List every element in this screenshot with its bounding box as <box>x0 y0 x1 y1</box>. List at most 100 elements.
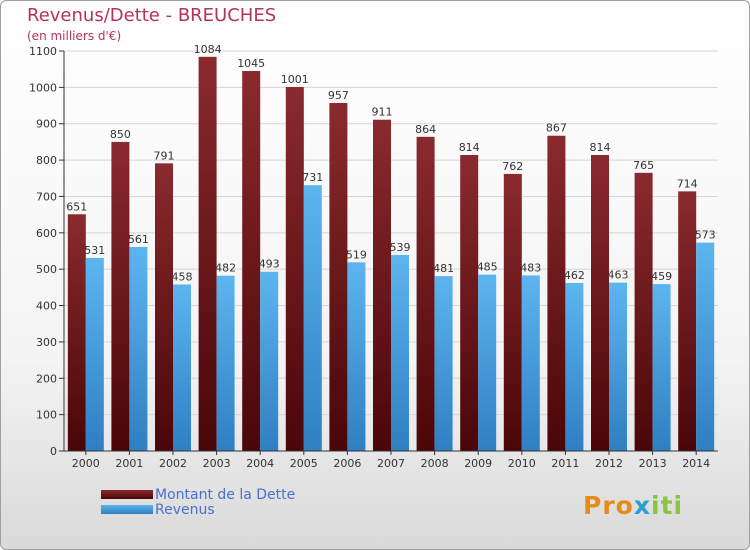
y-tick-label: 200 <box>36 372 57 385</box>
data-label: 463 <box>608 269 629 282</box>
data-label: 762 <box>502 160 523 173</box>
logo-letter: r <box>602 491 616 520</box>
x-tick-label: 2008 <box>421 457 449 470</box>
chart-title: Revenus/Dette - BREUCHES <box>27 5 277 26</box>
data-label: 651 <box>66 200 87 213</box>
y-tick-label: 600 <box>36 227 57 240</box>
data-label: 481 <box>433 262 454 275</box>
data-labels: 651 531 850 561 791 458 1084 482 1045 493 1001 731 9… <box>66 43 715 284</box>
y-tick-label: 100 <box>36 409 57 422</box>
bar-debt <box>416 136 435 451</box>
bar-debt <box>329 103 348 451</box>
data-label: 850 <box>110 128 131 141</box>
y-tick-label: 900 <box>36 118 57 131</box>
data-label: 911 <box>372 106 393 119</box>
legend-label-debt: Montant de la Dette <box>155 486 296 503</box>
data-label: 1084 <box>194 43 222 56</box>
bar-revenue <box>652 284 671 451</box>
data-label: 485 <box>477 261 498 274</box>
bar-revenue <box>173 284 191 451</box>
data-label: 561 <box>128 233 149 246</box>
data-label: 573 <box>695 229 716 242</box>
data-label: 1045 <box>237 57 265 70</box>
data-label: 714 <box>677 177 698 190</box>
bar-revenue <box>391 255 409 451</box>
logo-letter: i <box>651 491 661 520</box>
bar-revenue <box>347 262 366 451</box>
data-label: 519 <box>346 248 367 261</box>
logo-letter: t <box>660 491 674 520</box>
bar-debt <box>111 141 130 451</box>
data-label: 1001 <box>281 73 309 86</box>
logo-letter: i <box>673 491 684 520</box>
bar-debt <box>634 172 653 451</box>
legend-swatch-revenue <box>101 505 153 514</box>
x-tick-label: 2010 <box>508 457 536 470</box>
proxiti-logo: Proxiti <box>583 491 683 520</box>
bar-debt <box>678 191 697 451</box>
x-tick-label: 2003 <box>203 457 231 470</box>
data-label: 814 <box>590 141 611 154</box>
bar-revenue <box>303 185 322 451</box>
x-tick-label: 2007 <box>377 457 405 470</box>
data-label: 864 <box>415 123 436 136</box>
logo-letter: x <box>633 491 651 520</box>
data-label: 957 <box>328 89 349 102</box>
bar-debt <box>547 135 566 451</box>
x-tick-label: 2011 <box>551 457 579 470</box>
x-tick-label: 2013 <box>639 457 667 470</box>
bar-revenue <box>521 275 540 451</box>
bar-revenue <box>565 283 584 451</box>
bars <box>67 56 715 452</box>
bar-revenue <box>609 282 627 451</box>
bar-revenue <box>216 275 235 451</box>
legend-item-revenue: Revenus <box>101 501 295 518</box>
bar-revenue <box>434 276 453 451</box>
data-label: 765 <box>633 159 654 172</box>
x-tick-label: 2012 <box>595 457 623 470</box>
bar-revenue <box>85 257 104 451</box>
data-label: 459 <box>651 270 672 283</box>
y-tick-label: 700 <box>36 190 57 203</box>
data-label: 462 <box>564 269 585 282</box>
data-label: 482 <box>215 262 236 275</box>
legend-swatch-debt <box>101 490 153 499</box>
y-tick-label: 800 <box>36 154 57 167</box>
logo-letter: P <box>583 491 603 520</box>
bar-debt <box>460 155 479 451</box>
x-tick-label: 2001 <box>115 457 143 470</box>
x-tick-label: 2014 <box>682 457 710 470</box>
bar-revenue <box>260 271 279 451</box>
x-tick-label: 2002 <box>159 457 187 470</box>
data-label: 531 <box>84 244 105 257</box>
data-label: 483 <box>520 261 541 274</box>
bar-revenue <box>478 274 497 451</box>
x-tick-label: 2006 <box>333 457 361 470</box>
bar-debt <box>285 87 304 451</box>
bar-revenue <box>129 247 148 451</box>
data-label: 814 <box>459 141 480 154</box>
x-tick-label: 2009 <box>464 457 492 470</box>
bar-debt <box>591 155 609 451</box>
x-tick-label: 2004 <box>246 457 274 470</box>
y-tick-label: 1000 <box>29 81 57 94</box>
bar-debt <box>67 214 86 451</box>
y-tick-label: 1100 <box>29 45 57 58</box>
y-tick-label: 300 <box>36 336 57 349</box>
data-label: 539 <box>390 241 411 254</box>
data-label: 731 <box>302 171 323 184</box>
x-tick-label: 2005 <box>290 457 318 470</box>
chart-subtitle: (en milliers d'€) <box>27 29 122 43</box>
data-label: 458 <box>172 270 193 283</box>
bar-debt <box>503 173 522 451</box>
x-tick-label: 2000 <box>72 457 100 470</box>
legend: Montant de la Dette Revenus <box>101 486 296 518</box>
y-tick-label: 400 <box>36 300 57 313</box>
y-tick-label: 500 <box>36 263 57 276</box>
legend-label-revenue: Revenus <box>155 501 215 518</box>
axes: 0 100 200 300 400 500 600 700 800 900 1000 1100 2000… <box>29 45 718 470</box>
data-label: 791 <box>154 149 175 162</box>
data-label: 867 <box>546 122 567 135</box>
